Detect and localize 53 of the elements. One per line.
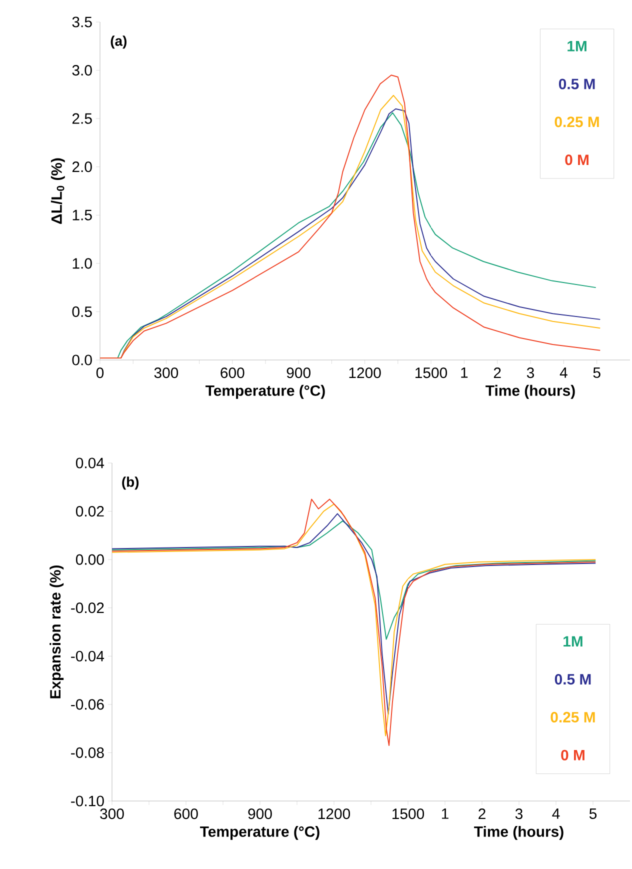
x-tick-label: 2: [478, 808, 486, 819]
y-axis-title: Expansion rate (%): [50, 565, 64, 698]
x-tick-label: 900: [248, 808, 272, 820]
x-tick-label: 5: [589, 808, 597, 819]
x-axis-title: Time (hours): [474, 826, 564, 840]
text: 1M: [568, 40, 586, 52]
x-tick-label: 1200: [318, 808, 350, 820]
text: (a): [110, 36, 126, 49]
x-tick-label: 1500: [392, 808, 424, 820]
x-tick-label: 4: [560, 368, 568, 378]
x-tick-label: 600: [220, 368, 244, 378]
x-tick-label: 300: [154, 368, 178, 378]
x-tick-label: 900: [286, 368, 310, 378]
y-tick-label: -0.10: [71, 796, 104, 806]
text: 0.25 M: [550, 712, 595, 722]
y-tick-label: -0.08: [71, 747, 104, 758]
x-tick-label: 1200: [349, 368, 381, 378]
x-axis-title: Temperature (°C): [200, 826, 320, 840]
x-tick-label: 1: [442, 808, 448, 819]
x-tick-label: 5: [593, 368, 600, 378]
x-tick-label: 3: [515, 808, 523, 820]
y-tick-label: -0.06: [71, 699, 104, 710]
text: 0 M: [561, 750, 584, 760]
y-tick-label: -0.02: [71, 602, 104, 614]
text: 0 M: [565, 154, 588, 166]
y-tick-label: 1.0: [72, 258, 92, 269]
text: 0.5 M: [558, 78, 595, 90]
x-tick-label: 1500: [416, 368, 448, 378]
y-tick-label: 0.02: [76, 506, 104, 517]
y-tick-label: 2.5: [72, 113, 92, 124]
y-axis-title: ΔL/L$_{0}$ (%): [50, 158, 65, 224]
y-tick-label: 2.0: [72, 162, 92, 172]
y-tick-label: -0.04: [71, 650, 104, 662]
x-axis-title: Temperature (°C): [206, 384, 325, 399]
y-tick-label: 0.0: [72, 354, 92, 366]
x-tick-label: 2: [494, 368, 501, 378]
text: 0.5 M: [554, 674, 591, 685]
x-axis-title: Time (hours): [486, 384, 575, 399]
text: 1M: [564, 636, 582, 647]
y-tick-label: 3.5: [72, 16, 92, 28]
x-tick-label: 600: [174, 808, 198, 820]
x-tick-label: 300: [100, 808, 124, 820]
x-tick-label: 4: [552, 808, 560, 819]
x-tick-label: 3: [526, 368, 534, 378]
x-tick-label: 0: [96, 368, 104, 378]
text: (b): [122, 476, 139, 490]
y-tick-label: 0.04: [76, 458, 104, 468]
text: 0.25 M: [554, 116, 599, 128]
y-tick-label: 0.5: [72, 306, 92, 317]
x-tick-label: 1: [461, 368, 468, 378]
y-tick-label: 3.0: [72, 64, 92, 76]
y-tick-label: 1.5: [72, 210, 92, 220]
y-tick-label: 0.00: [76, 554, 104, 565]
